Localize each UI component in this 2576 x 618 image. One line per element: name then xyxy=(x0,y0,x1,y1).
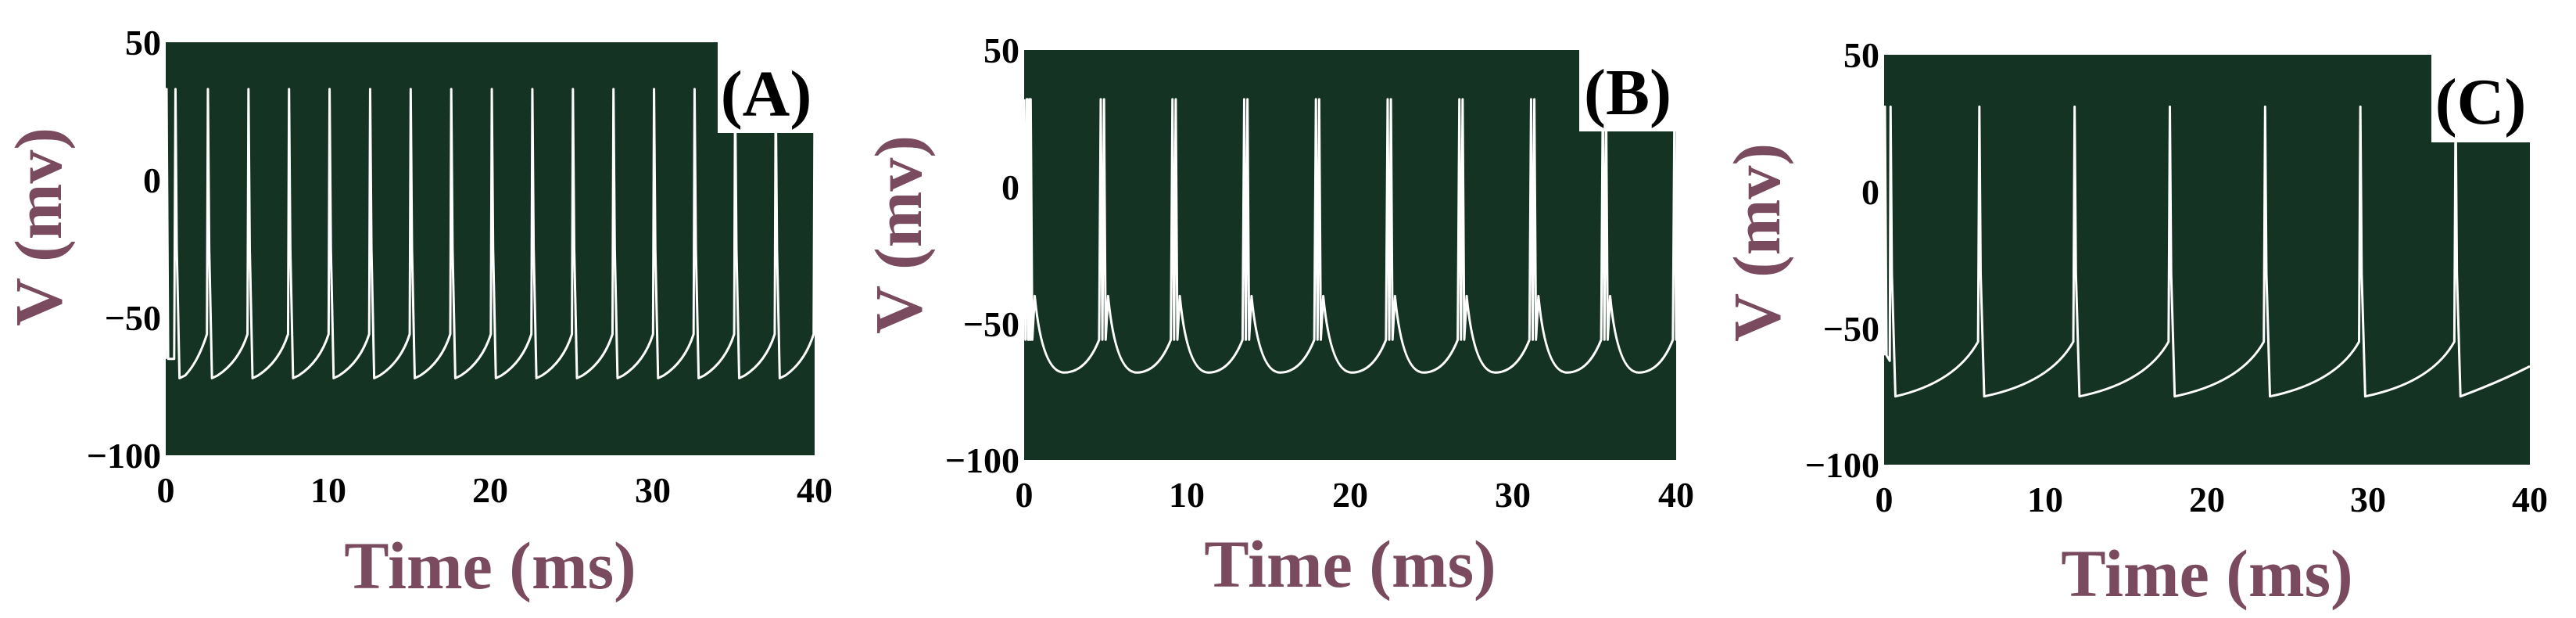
panel-b-ylabel: V (mv) xyxy=(861,135,936,334)
panel-c-xtick-30: 30 xyxy=(2350,480,2386,519)
panel-b-ytick-minus50: −50 xyxy=(963,304,1019,344)
panel-b-trace xyxy=(1023,98,1683,374)
panel-c-ytick-0: 0 xyxy=(1861,172,1879,212)
panel-b-voltage-line xyxy=(1023,98,1683,374)
panel-b-ytick-minus100: −100 xyxy=(945,440,1019,480)
panel-c-label-box xyxy=(2431,55,2530,142)
panel-c-xtick-0: 0 xyxy=(1876,480,1893,519)
panel-c-xtick-10: 10 xyxy=(2027,480,2063,519)
panel-b-xtick-0: 0 xyxy=(1016,475,1034,515)
panel-c-xtick-20: 20 xyxy=(2189,480,2225,519)
panel-b: (B) 50 0 −50 −100 0 10 20 30 40 Time (ms… xyxy=(861,31,1694,602)
panel-c-xtick-40: 40 xyxy=(2512,480,2548,519)
panel-c-xlabel: Time (ms) xyxy=(2061,536,2352,611)
panel-c-trace xyxy=(1883,105,2531,398)
panel-a-xlabel: Time (ms) xyxy=(344,528,636,603)
panel-a-ytick-minus100: −100 xyxy=(87,436,161,476)
panel-c-ytick-minus50: −50 xyxy=(1823,309,1879,349)
panel-a-label-box xyxy=(718,42,815,133)
panel-a-xtick-10: 10 xyxy=(310,470,346,510)
panel-a-voltage-line xyxy=(164,88,820,379)
panel-a-trace xyxy=(164,88,820,379)
panel-a-ytick-50: 50 xyxy=(125,23,161,63)
panel-b-ytick-50: 50 xyxy=(983,31,1019,70)
panel-c-ylabel: V (mv) xyxy=(1719,143,1794,342)
panel-a: (A) 50 0 −50 −100 0 10 20 30 40 Time (ms… xyxy=(1,23,833,603)
panel-b-label-box xyxy=(1579,50,1676,131)
panel-b-xlabel: Time (ms) xyxy=(1204,526,1496,602)
panel-b-xtick-30: 30 xyxy=(1495,475,1531,515)
panel-c-plot-area xyxy=(1884,55,2530,465)
panel-c-ytick-minus100: −100 xyxy=(1805,445,1879,485)
panel-a-label: (A) xyxy=(721,58,812,131)
panel-b-xtick-10: 10 xyxy=(1169,475,1205,515)
panel-c: (C) 50 0 −50 −100 0 10 20 30 40 Time (ms… xyxy=(1719,35,2548,611)
panel-a-ylabel: V (mv) xyxy=(1,128,76,326)
panel-a-ytick-minus50: −50 xyxy=(105,298,161,338)
panel-b-label: (B) xyxy=(1584,56,1671,129)
panel-b-plot-area xyxy=(1024,50,1676,460)
panel-b-xtick-20: 20 xyxy=(1332,475,1368,515)
panel-c-voltage-line xyxy=(1883,105,2531,398)
panel-a-xtick-40: 40 xyxy=(797,470,833,510)
panel-a-xtick-20: 20 xyxy=(472,470,508,510)
panel-c-ytick-50: 50 xyxy=(1843,35,1879,75)
panel-c-label: (C) xyxy=(2435,66,2527,138)
panel-a-ytick-0: 0 xyxy=(143,160,161,200)
panel-a-xtick-0: 0 xyxy=(157,470,175,510)
panel-b-xtick-40: 40 xyxy=(1658,475,1694,515)
panel-b-ytick-0: 0 xyxy=(1001,167,1019,207)
panel-a-xtick-30: 30 xyxy=(635,470,671,510)
